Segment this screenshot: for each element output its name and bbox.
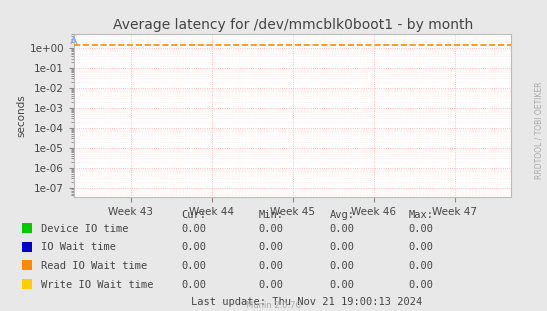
Text: Device IO time: Device IO time	[41, 224, 129, 234]
Text: 0.00: 0.00	[329, 224, 354, 234]
Text: 0.00: 0.00	[182, 242, 207, 252]
Text: 0.00: 0.00	[258, 261, 283, 271]
Text: Min:: Min:	[258, 210, 283, 220]
Text: 0.00: 0.00	[182, 261, 207, 271]
Text: Write IO Wait time: Write IO Wait time	[41, 280, 154, 290]
Y-axis label: seconds: seconds	[17, 95, 27, 137]
Text: 0.00: 0.00	[258, 224, 283, 234]
Text: Munin 2.0.76: Munin 2.0.76	[246, 301, 301, 310]
Text: 0.00: 0.00	[329, 261, 354, 271]
Text: 0.00: 0.00	[182, 224, 207, 234]
Text: Read IO Wait time: Read IO Wait time	[41, 261, 147, 271]
Text: IO Wait time: IO Wait time	[41, 242, 116, 252]
Text: RRDTOOL / TOBI OETIKER: RRDTOOL / TOBI OETIKER	[534, 82, 543, 179]
Text: Last update: Thu Nov 21 19:00:13 2024: Last update: Thu Nov 21 19:00:13 2024	[191, 297, 422, 307]
Text: 0.00: 0.00	[409, 280, 434, 290]
Text: 0.00: 0.00	[182, 280, 207, 290]
Text: 0.00: 0.00	[258, 280, 283, 290]
Text: 0.00: 0.00	[409, 242, 434, 252]
Text: Max:: Max:	[409, 210, 434, 220]
Text: 0.00: 0.00	[329, 242, 354, 252]
Text: 0.00: 0.00	[409, 224, 434, 234]
Text: 0.00: 0.00	[409, 261, 434, 271]
Text: 0.00: 0.00	[329, 280, 354, 290]
Text: 0.00: 0.00	[258, 242, 283, 252]
Title: Average latency for /dev/mmcblk0boot1 - by month: Average latency for /dev/mmcblk0boot1 - …	[113, 18, 473, 32]
Text: Avg:: Avg:	[329, 210, 354, 220]
Text: Cur:: Cur:	[182, 210, 207, 220]
